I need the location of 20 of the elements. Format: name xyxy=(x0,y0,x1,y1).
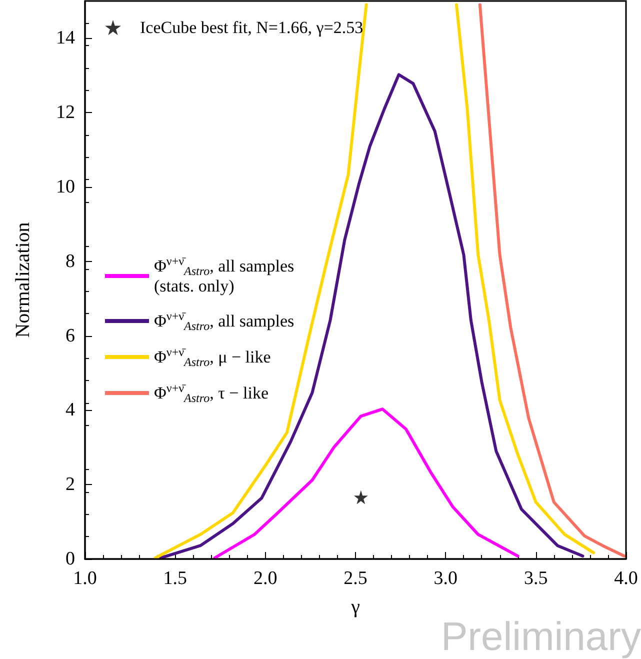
x-tick-label: 4.0 xyxy=(614,568,638,589)
x-tick-label: 3.5 xyxy=(524,568,548,589)
y-tick-label: 14 xyxy=(56,28,76,49)
line-series xyxy=(213,408,520,560)
x-tick-label: 3.0 xyxy=(434,568,458,589)
x-tick-label: 2.0 xyxy=(253,568,278,589)
y-tick-label: 8 xyxy=(66,250,75,272)
x-axis-title: γ xyxy=(350,596,360,618)
y-axis-title: Normalization xyxy=(12,222,34,338)
y-tick-label: 10 xyxy=(56,176,75,198)
line-series xyxy=(478,3,626,558)
x-tick-label: 1.5 xyxy=(163,568,188,589)
y-tick-label: 2 xyxy=(66,474,75,496)
y-tick-label: 12 xyxy=(56,102,75,124)
x-tick-label: 2.5 xyxy=(344,568,368,589)
y-tick-label: 6 xyxy=(66,325,75,346)
y-tick-label: 0 xyxy=(66,548,75,570)
y-tick-label: 4 xyxy=(66,400,76,421)
legend-label: IceCube best fit, N=1.66, γ=2.53 xyxy=(140,18,364,37)
x-tick-label: 1.0 xyxy=(73,568,97,589)
